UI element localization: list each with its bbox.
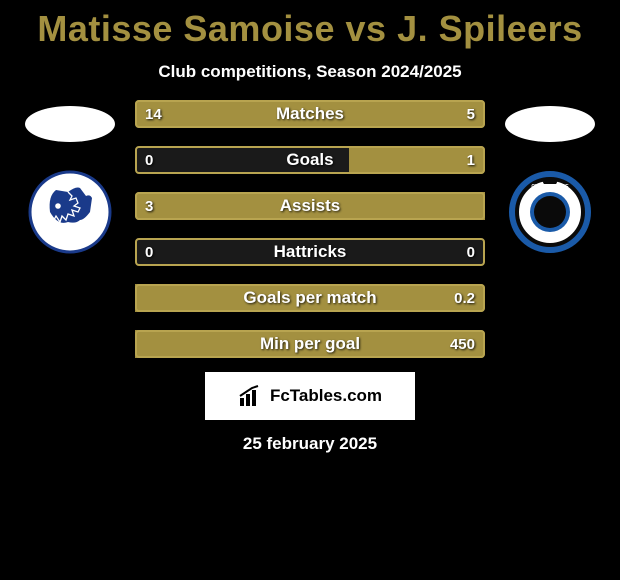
vs-separator: vs [346,8,387,49]
stat-bar-right-fill [135,284,485,312]
stat-bar-row: Goals01 [135,146,485,174]
stat-bar-row: Matches145 [135,100,485,128]
player1-name: Matisse Samoise [37,8,335,49]
right-side: CLUB BRUGGE [495,100,605,254]
subtitle: Club competitions, Season 2024/2025 [0,62,620,82]
comparison-title: Matisse Samoise vs J. Spileers [0,0,620,50]
player1-avatar-placeholder [25,106,115,142]
stat-bar-label: Hattricks [135,238,485,266]
club1-logo [28,170,112,254]
svg-text:CLUB BRUGGE: CLUB BRUGGE [531,184,569,190]
player2-avatar-placeholder [505,106,595,142]
player2-name: J. Spileers [397,8,583,49]
brand-chart-icon [238,384,262,408]
snapshot-date: 25 february 2025 [0,434,620,454]
stat-bar-outline [135,238,485,266]
comparison-main: Matches145Goals01Assists3Hattricks00Goal… [0,100,620,358]
stats-bars: Matches145Goals01Assists3Hattricks00Goal… [135,100,485,358]
stat-bar-row: Hattricks0 0 [135,238,485,266]
footer-brand-text: FcTables.com [270,386,382,406]
stat-bar-row: Min per goal450 [135,330,485,358]
stat-bar-row: Goals per match0.2 [135,284,485,312]
stat-bar-row: Assists3 [135,192,485,220]
stat-bar-left-value: 3 [145,192,153,220]
stat-bar-right-fill [349,146,486,174]
stat-bar-right-value: 450 [450,330,475,358]
stat-bar-left-value: 14 [145,100,162,128]
stat-bar-left-fill [135,100,393,128]
club2-logo: CLUB BRUGGE [508,170,592,254]
stat-bar-right-fill [135,330,485,358]
stat-bar-right-value: 5 [467,100,475,128]
stat-bar-right-value: 0.2 [454,284,475,312]
footer-brand-badge: FcTables.com [205,372,415,420]
stat-bar-left-value: 0 [145,146,153,174]
stat-bar-left-value: 0 [145,238,153,266]
stat-bar-right-value: 0 [467,238,475,266]
stat-bar-right-value: 1 [467,146,475,174]
stat-bar-left-fill [135,192,485,220]
left-side [15,100,125,254]
